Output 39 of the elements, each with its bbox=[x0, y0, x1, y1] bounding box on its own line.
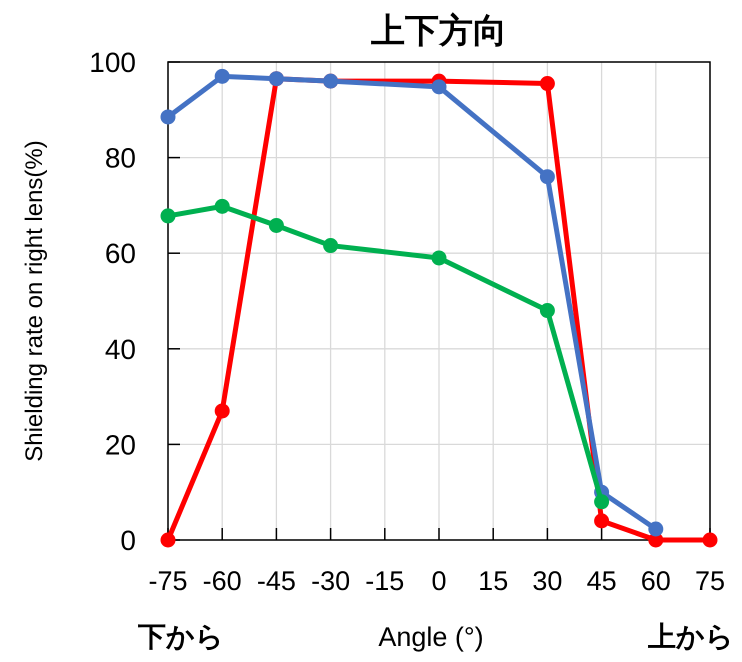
point bbox=[702, 532, 718, 548]
y-tick-label: 0 bbox=[120, 525, 136, 556]
x-tick-label: -45 bbox=[256, 566, 296, 596]
x-tick-label: 60 bbox=[640, 566, 671, 596]
x-tick-label: 45 bbox=[586, 566, 617, 596]
point bbox=[540, 303, 555, 318]
point bbox=[268, 218, 284, 233]
x-tick-label: 75 bbox=[694, 566, 726, 596]
point bbox=[594, 513, 610, 528]
point bbox=[323, 238, 338, 254]
y-tick-label: 60 bbox=[104, 238, 136, 270]
y-tick-label: 100 bbox=[89, 47, 136, 78]
y-axis-title: Shielding rate on right lens(%) bbox=[21, 140, 48, 462]
x-tick-label: 15 bbox=[478, 566, 508, 596]
point bbox=[160, 532, 176, 548]
point bbox=[214, 198, 230, 214]
point bbox=[594, 494, 610, 510]
text: 上から bbox=[647, 621, 734, 652]
y-tick-label: 80 bbox=[104, 142, 136, 174]
x-axis-title: Angle (°) bbox=[378, 622, 484, 652]
point bbox=[540, 76, 555, 92]
y-tick-label: 20 bbox=[104, 429, 136, 460]
point bbox=[648, 522, 664, 537]
chart-title: 上下方向 bbox=[370, 12, 507, 50]
y-tick-label: 40 bbox=[104, 334, 136, 365]
point bbox=[160, 208, 176, 224]
text: 下から bbox=[137, 621, 224, 652]
x-tick-label: -15 bbox=[365, 566, 404, 596]
point bbox=[432, 79, 446, 94]
x-tick-label: 0 bbox=[431, 566, 447, 596]
point bbox=[540, 169, 555, 184]
point bbox=[214, 68, 230, 84]
x-tick-label: -75 bbox=[148, 566, 188, 596]
x-tick-label: -30 bbox=[311, 566, 350, 596]
x-tick-label: -60 bbox=[202, 566, 242, 596]
point bbox=[214, 403, 230, 418]
point bbox=[432, 250, 446, 266]
x-tick-label: 30 bbox=[532, 566, 562, 596]
point bbox=[160, 109, 176, 124]
